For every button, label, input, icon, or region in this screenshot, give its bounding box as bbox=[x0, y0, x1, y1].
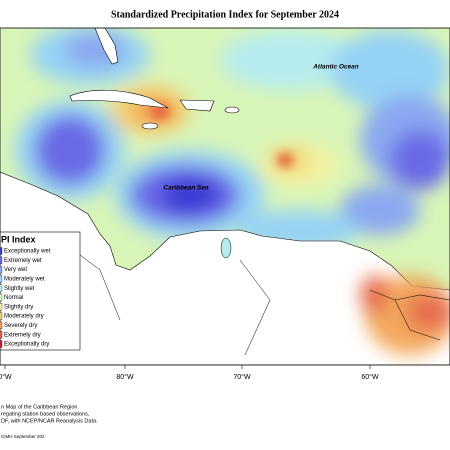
sea-label: Caribbean Sea bbox=[163, 185, 209, 192]
legend-swatch bbox=[0, 247, 3, 255]
legend-swatch bbox=[0, 340, 3, 348]
legend-label: Slightly dry bbox=[4, 304, 33, 310]
legend-box bbox=[0, 231, 81, 351]
legend-swatch bbox=[0, 293, 3, 302]
legend-swatch bbox=[0, 312, 3, 320]
longitude-label: 0°W bbox=[0, 373, 12, 381]
legend-title: SPI Index bbox=[0, 234, 36, 244]
map-frame bbox=[0, 27, 450, 366]
legend-label: Exceptionally wet bbox=[4, 249, 51, 255]
legend-label: Moderately dry bbox=[4, 314, 44, 320]
legend-label: Normal bbox=[4, 295, 23, 301]
land bbox=[0, 28, 450, 365]
legend-label: Exceptionally dry bbox=[4, 342, 49, 348]
lake-maracaibo bbox=[220, 237, 232, 259]
legend-swatch bbox=[0, 321, 3, 330]
legend-items: Exceptionally wet Extremely wet Very wet Mo… bbox=[0, 247, 51, 348]
legend-label: Moderately wet bbox=[4, 276, 45, 282]
jamaica bbox=[141, 122, 159, 130]
hispaniola bbox=[179, 99, 215, 112]
spi-field bbox=[0, 28, 450, 365]
legend-swatch bbox=[0, 275, 3, 283]
legend-label: Extremely wet bbox=[4, 258, 42, 264]
florida bbox=[94, 28, 119, 65]
longitude-label: 70°W bbox=[233, 373, 251, 381]
footer-line: CIMH September 202 bbox=[1, 434, 45, 439]
legend-swatch bbox=[0, 256, 3, 264]
legend-label: Slightly wet bbox=[4, 286, 35, 292]
longitude-labels: 0°W 80°W 70°W 60°W bbox=[0, 365, 379, 381]
legend-swatch bbox=[0, 331, 3, 339]
map-title: Standardized Precipitation Index for Sep… bbox=[111, 9, 339, 20]
legend-label: Severely dry bbox=[4, 323, 37, 329]
legend-swatch bbox=[0, 303, 3, 311]
land-spi bbox=[360, 275, 450, 355]
legend-swatch bbox=[0, 265, 3, 274]
legend-label: Very wet bbox=[4, 267, 27, 273]
footer-line: regating station based observations, bbox=[1, 411, 90, 417]
spi-blobs bbox=[15, 28, 450, 250]
cuba bbox=[69, 89, 169, 109]
puerto-rico bbox=[224, 106, 240, 114]
longitude-label: 60°W bbox=[361, 373, 379, 381]
ocean-label: Atlantic Ocean bbox=[312, 64, 359, 71]
footer-line: DF, with NCEP/NCAR Reanalysis Data. bbox=[1, 418, 98, 424]
legend-swatch bbox=[0, 284, 3, 292]
legend-label: Extremely dry bbox=[4, 332, 41, 338]
footer-line: n Map of the Caribbean Region bbox=[1, 404, 77, 410]
longitude-label: 80°W bbox=[116, 373, 134, 381]
